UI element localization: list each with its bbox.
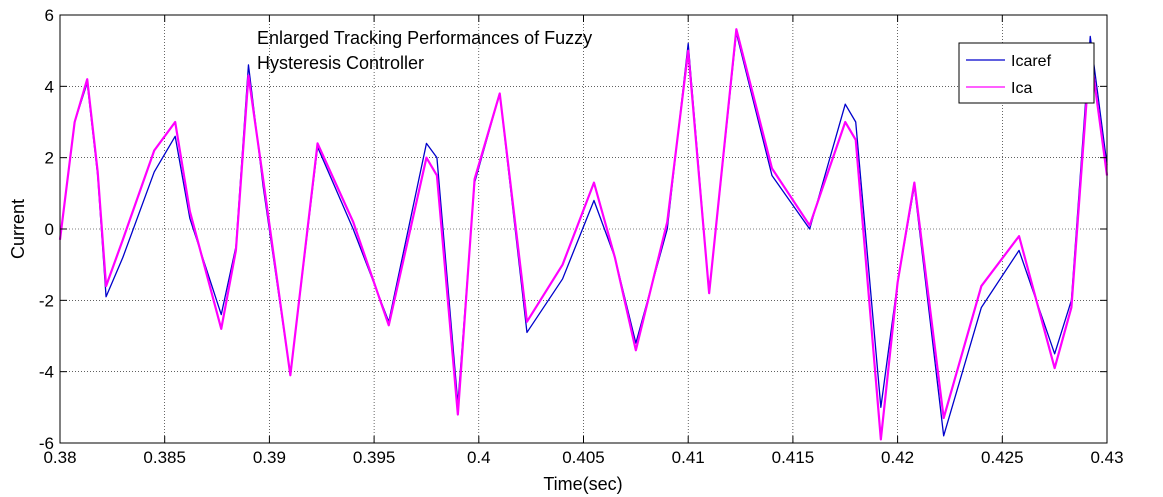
x-tick-label: 0.395	[353, 448, 396, 467]
y-tick-label: 4	[45, 77, 54, 96]
y-tick-label: -6	[39, 434, 54, 453]
y-tick-label: -2	[39, 291, 54, 310]
x-tick-label: 0.39	[253, 448, 286, 467]
x-axis-title: Time(sec)	[543, 474, 622, 494]
y-axis-title: Current	[8, 199, 28, 259]
y-tick-label: 0	[45, 220, 54, 239]
legend-label-icaref: Icaref	[1011, 53, 1052, 70]
ticks	[59, 14, 1108, 444]
x-tick-label: 0.415	[772, 448, 815, 467]
series-layer	[58, 28, 1109, 441]
x-tick-label: 0.43	[1090, 448, 1123, 467]
legend-label-ica: Ica	[1011, 80, 1032, 97]
y-tick-label: 6	[45, 6, 54, 25]
x-tick-label: 0.38	[43, 448, 76, 467]
x-tick-label: 0.385	[143, 448, 186, 467]
y-tick-label: 2	[45, 149, 54, 168]
x-tick-label: 0.42	[881, 448, 914, 467]
x-tick-label: 0.405	[562, 448, 605, 467]
annotation-line-1: Enlarged Tracking Performances of Fuzzy	[257, 28, 592, 48]
legend: Icaref Ica	[958, 42, 1095, 104]
grid	[60, 15, 1107, 443]
series-line-ica	[58, 28, 1109, 441]
x-tick-label: 0.4	[467, 448, 491, 467]
tick-labels: 0.38 0.385 0.39 0.395 0.4 0.405 0.41 0.415 0.42 0…	[39, 6, 1124, 467]
x-tick-label: 0.425	[981, 448, 1024, 467]
annotation-line-2: Hysteresis Controller	[257, 53, 424, 73]
legend-box	[958, 42, 1095, 104]
x-tick-label: 0.41	[672, 448, 705, 467]
y-tick-label: -4	[39, 363, 54, 382]
